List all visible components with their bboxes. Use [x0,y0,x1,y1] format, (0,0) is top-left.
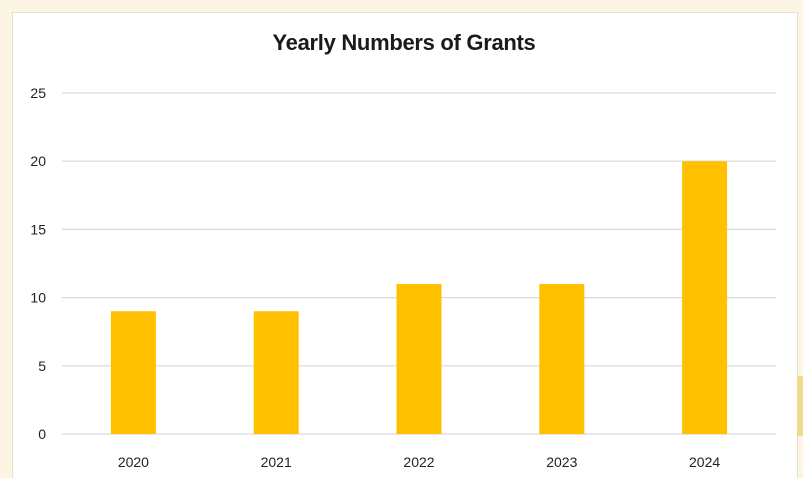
x-tick-label: 2020 [118,454,149,470]
x-tick-label: 2024 [689,454,720,470]
y-tick-label: 25 [30,85,46,101]
x-tick-label: 2022 [403,454,434,470]
chart-title: Yearly Numbers of Grants [272,30,536,55]
bar [253,311,299,434]
bar [110,311,156,434]
y-tick-label: 15 [30,221,46,237]
y-tick-label: 20 [30,153,46,169]
bar [682,161,728,434]
x-tick-label: 2021 [261,454,292,470]
bar [539,283,585,434]
edge-decoration [797,376,803,436]
y-tick-label: 5 [38,358,46,374]
y-tick-label: 0 [38,426,46,442]
bar [396,283,442,434]
x-tick-label: 2023 [546,454,577,470]
y-tick-label: 10 [30,290,46,306]
